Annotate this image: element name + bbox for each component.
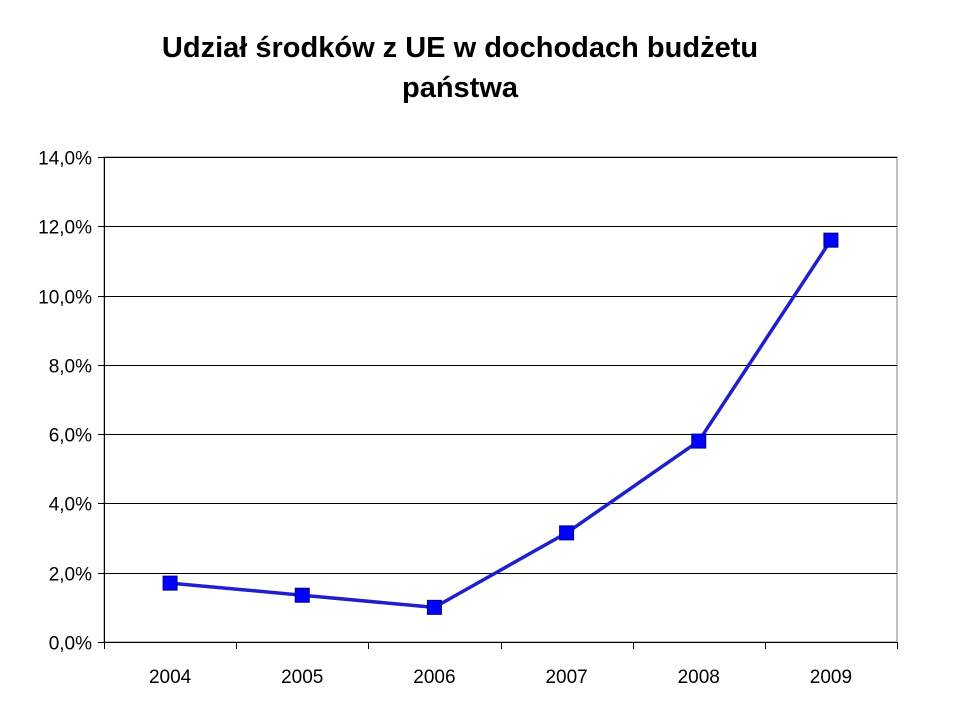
data-point-marker [294, 587, 310, 603]
y-tick-label: 14,0% [38, 149, 92, 170]
y-tick-label: 0,0% [49, 634, 92, 655]
x-tick-label: 2006 [413, 667, 455, 688]
chart-title-line-2: państwa [401, 72, 519, 104]
chart-title: Udział środków z UE w dochodach budżetu … [0, 28, 920, 108]
x-tick-label: 2008 [678, 667, 720, 688]
data-point-marker [162, 575, 178, 591]
chart-title-line-1: Udział środków z UE w dochodach budżetu [161, 32, 759, 64]
series-line [169, 239, 833, 610]
y-tick-label: 8,0% [49, 357, 92, 378]
y-tick-label: 12,0% [38, 218, 92, 239]
y-tick-label: 2,0% [49, 565, 92, 586]
y-tick-label: 4,0% [49, 495, 92, 516]
x-tick-label: 2005 [281, 667, 323, 688]
x-tick-label: 2009 [810, 667, 852, 688]
data-point-marker [691, 433, 707, 449]
data-point-marker [426, 599, 442, 615]
x-tick-label: 2007 [545, 667, 587, 688]
data-point-marker [559, 525, 575, 541]
x-tick-label: 2004 [149, 667, 192, 688]
y-tick-label: 10,0% [38, 288, 92, 309]
data-point-marker [823, 232, 839, 248]
y-tick-label: 6,0% [49, 426, 92, 447]
